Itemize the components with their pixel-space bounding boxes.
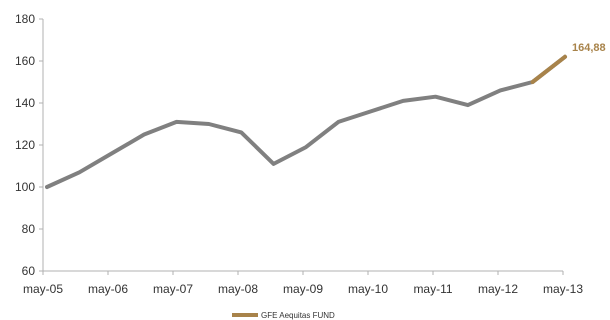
y-axis-ticks: 60 80 100 120 140 160 180	[15, 12, 43, 278]
series-layer	[45, 54, 567, 189]
y-tick-label: 100	[15, 180, 35, 194]
y-tick-label: 180	[15, 12, 35, 26]
x-tick-label: may-10	[348, 282, 388, 296]
x-tick-label: may-05	[23, 282, 63, 296]
x-tick-label: may-08	[218, 282, 258, 296]
x-axis-ticks: may-05 may-06 may-07 may-08 may-09 may-10 may-…	[23, 271, 583, 296]
series-line	[45, 54, 567, 189]
legend-label: GFE Aequitas FUND	[261, 311, 335, 320]
series-line-highlight	[530, 54, 567, 84]
x-tick-label: may-11	[413, 282, 452, 296]
y-tick-label: 120	[15, 138, 35, 152]
x-tick-label: may-06	[88, 282, 128, 296]
y-tick-label: 80	[22, 222, 36, 236]
x-tick-label: may-09	[283, 282, 323, 296]
axes	[42, 19, 563, 272]
x-tick-label: may-13	[543, 282, 583, 296]
y-tick-label: 140	[15, 96, 35, 110]
y-tick-label: 60	[22, 264, 36, 278]
x-tick-label: may-12	[478, 282, 518, 296]
end-value-label: 164,88	[572, 42, 606, 54]
y-tick-label: 160	[15, 54, 35, 68]
legend: GFE Aequitas FUND	[232, 311, 335, 320]
x-tick-label: may-07	[153, 282, 193, 296]
